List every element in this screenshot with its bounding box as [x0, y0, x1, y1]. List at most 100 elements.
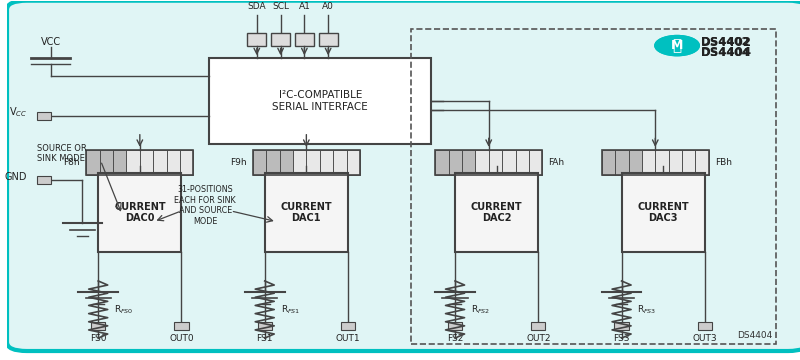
Bar	[448, 322, 462, 330]
Text: I²C-COMPATIBLE
SERIAL INTERFACE: I²C-COMPATIBLE SERIAL INTERFACE	[272, 90, 368, 112]
Text: DS4402: DS4402	[701, 36, 752, 49]
Text: SOURCE OR
SINK MODE: SOURCE OR SINK MODE	[37, 144, 87, 163]
Bar	[529, 150, 542, 175]
Circle shape	[655, 36, 699, 56]
Bar	[341, 322, 355, 330]
Bar	[502, 150, 515, 175]
Bar	[531, 322, 546, 330]
Text: R$_{FS1}$: R$_{FS1}$	[281, 303, 300, 316]
Bar	[154, 150, 166, 175]
Bar	[306, 150, 320, 175]
Text: A0: A0	[322, 3, 334, 12]
Text: SDA: SDA	[247, 3, 266, 12]
Bar	[515, 150, 529, 175]
Text: R$_{FS0}$: R$_{FS0}$	[114, 303, 134, 316]
Text: FS0: FS0	[90, 334, 106, 343]
Bar	[435, 150, 449, 175]
Text: M: M	[671, 39, 683, 52]
Bar	[258, 322, 272, 330]
Bar	[411, 30, 776, 344]
Bar	[174, 322, 189, 330]
Bar	[489, 150, 502, 175]
Bar	[346, 150, 360, 175]
Text: GND: GND	[4, 172, 27, 182]
Bar	[37, 112, 51, 120]
Text: DS4404: DS4404	[701, 46, 752, 59]
Bar	[655, 150, 669, 175]
Bar	[698, 322, 712, 330]
Polygon shape	[618, 166, 709, 175]
Text: CURRENT
DAC0: CURRENT DAC0	[114, 202, 166, 224]
Bar	[475, 150, 489, 175]
Text: SCL: SCL	[272, 3, 289, 12]
Bar	[271, 33, 290, 46]
Text: A1: A1	[298, 3, 310, 12]
Bar	[293, 150, 306, 175]
Bar	[37, 176, 51, 184]
Text: FS3: FS3	[614, 334, 630, 343]
Bar	[642, 150, 655, 175]
Text: V$_{CC}$: V$_{CC}$	[9, 105, 27, 119]
Bar	[126, 150, 140, 175]
Text: OUT3: OUT3	[693, 334, 717, 343]
Bar	[320, 150, 333, 175]
Bar	[449, 150, 462, 175]
Polygon shape	[261, 166, 352, 175]
Text: VCC: VCC	[41, 37, 61, 48]
Text: Ⓜ: Ⓜ	[673, 38, 682, 53]
Bar	[333, 150, 346, 175]
Bar	[455, 173, 538, 252]
Bar	[602, 150, 709, 175]
Bar	[166, 150, 180, 175]
Text: FAh: FAh	[549, 158, 565, 167]
Bar	[669, 150, 682, 175]
Bar	[462, 150, 475, 175]
Bar	[86, 150, 194, 175]
Bar	[695, 150, 709, 175]
Text: DS4402: DS4402	[701, 37, 750, 47]
Bar	[100, 150, 113, 175]
Bar	[265, 173, 348, 252]
Text: DS4404: DS4404	[701, 48, 750, 58]
Text: OUT1: OUT1	[336, 334, 360, 343]
FancyBboxPatch shape	[7, 1, 800, 351]
Bar	[113, 150, 126, 175]
Bar	[614, 322, 629, 330]
Polygon shape	[94, 166, 186, 175]
Text: R$_{FS3}$: R$_{FS3}$	[638, 303, 657, 316]
Text: F9h: F9h	[230, 158, 246, 167]
Bar	[435, 150, 542, 175]
Bar	[253, 150, 266, 175]
Bar	[140, 150, 154, 175]
Bar	[247, 33, 266, 46]
Bar	[180, 150, 194, 175]
Bar	[622, 173, 705, 252]
Text: F8h: F8h	[63, 158, 80, 167]
Text: FS2: FS2	[447, 334, 463, 343]
Bar	[210, 58, 431, 144]
Text: R$_{FS2}$: R$_{FS2}$	[471, 303, 490, 316]
Text: DS4404: DS4404	[737, 331, 772, 340]
Bar	[253, 150, 360, 175]
Bar	[98, 173, 182, 252]
Text: CURRENT
DAC3: CURRENT DAC3	[638, 202, 689, 224]
Bar	[318, 33, 338, 46]
Text: FS1: FS1	[257, 334, 273, 343]
Bar	[615, 150, 629, 175]
Bar	[86, 150, 100, 175]
Bar	[295, 33, 314, 46]
Text: CURRENT
DAC1: CURRENT DAC1	[281, 202, 332, 224]
Bar	[602, 150, 615, 175]
Bar	[266, 150, 279, 175]
Polygon shape	[451, 166, 542, 175]
Bar	[91, 322, 106, 330]
Bar	[629, 150, 642, 175]
Text: CURRENT
DAC2: CURRENT DAC2	[471, 202, 522, 224]
Bar	[682, 150, 695, 175]
Text: FBh: FBh	[715, 158, 732, 167]
Text: 31-POSITIONS
EACH FOR SINK
AND SOURCE
MODE: 31-POSITIONS EACH FOR SINK AND SOURCE MO…	[174, 185, 236, 226]
Circle shape	[655, 36, 699, 56]
Bar	[279, 150, 293, 175]
Text: OUT0: OUT0	[169, 334, 194, 343]
Text: OUT2: OUT2	[526, 334, 550, 343]
